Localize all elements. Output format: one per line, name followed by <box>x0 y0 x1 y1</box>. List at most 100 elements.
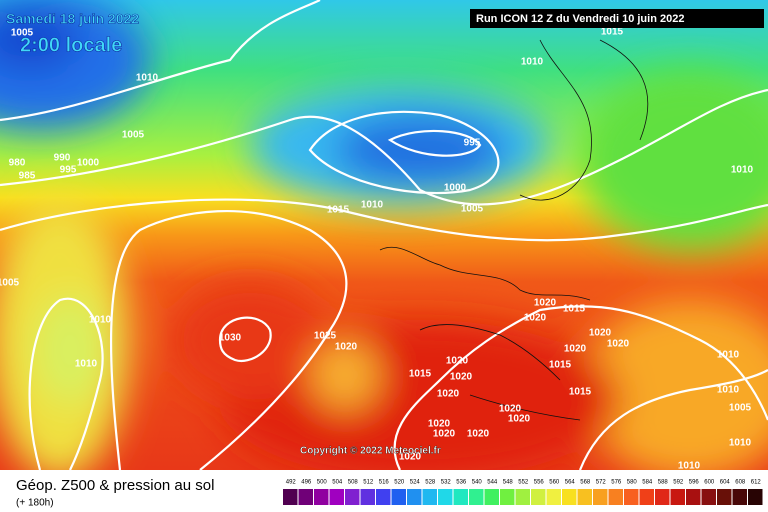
copyright: Copyright © 2022 Meteociel.fr <box>300 446 441 457</box>
isobar-label: 1005 <box>0 278 20 289</box>
scale-label: 508 <box>348 480 359 486</box>
scale-swatch <box>515 489 530 505</box>
scale-label: 600 <box>704 480 715 486</box>
isobar-label: 1020 <box>446 356 469 367</box>
scale-swatch <box>577 489 592 505</box>
scale-label: 512 <box>363 480 374 486</box>
isobar-label: 1010 <box>75 359 98 370</box>
isobar-label: 1025 <box>314 331 337 342</box>
scale-swatch <box>391 489 406 505</box>
scale-swatch <box>748 489 763 505</box>
isobar-label: 985 <box>19 171 36 182</box>
scale-label: 572 <box>596 480 607 486</box>
scale-label: 496 <box>301 480 312 486</box>
scale-label: 552 <box>518 480 529 486</box>
scale-label: 568 <box>580 480 591 486</box>
isobar-label: 1010 <box>729 438 752 449</box>
scale-swatch <box>469 489 484 505</box>
isobar-label: 1010 <box>89 315 112 326</box>
isobar-label: 980 <box>9 158 26 169</box>
scale-label: 576 <box>611 480 622 486</box>
isobar-label: 1020 <box>335 342 358 353</box>
scale-swatch <box>376 489 391 505</box>
scale-swatch <box>608 489 623 505</box>
scale-swatch <box>500 489 515 505</box>
scale-label: 608 <box>735 480 746 486</box>
scale-swatch <box>531 489 546 505</box>
scale-swatch <box>329 489 344 505</box>
isobar-label: 1020 <box>589 328 612 339</box>
color-scale: 492 496 500 504 508 512 516 520 524 528 532 536 540 5… <box>283 480 763 505</box>
run-box <box>470 9 764 28</box>
isobar-label: 995 <box>60 165 77 176</box>
scale-swatch <box>484 489 499 505</box>
scale-swatch <box>717 489 732 505</box>
isobar-label: 1020 <box>524 313 547 324</box>
scale-label: 540 <box>472 480 483 486</box>
isobar-label: 1030 <box>219 333 242 344</box>
scale-swatch <box>624 489 639 505</box>
scale-swatch <box>639 489 654 505</box>
scale-label: 612 <box>751 480 762 486</box>
isobar-label: 1010 <box>717 350 740 361</box>
scale-swatch <box>732 489 747 505</box>
isobar-label: 1020 <box>564 344 587 355</box>
isobar-label: 1005 <box>122 130 145 141</box>
isobar-label: 1015 <box>409 369 432 380</box>
scale-label: 564 <box>565 480 576 486</box>
isobar-label: 1015 <box>569 387 592 398</box>
isobar-label: 1010 <box>361 200 384 211</box>
footer-subtitle: (+ 180h) <box>16 498 54 509</box>
scale-swatch <box>593 489 608 505</box>
scale-label: 492 <box>286 480 297 486</box>
scale-swatch <box>407 489 422 505</box>
scale-label: 548 <box>503 480 514 486</box>
scale-label: 604 <box>720 480 731 486</box>
scale-swatch <box>655 489 670 505</box>
isobar-label: 1015 <box>327 205 350 216</box>
scale-swatch <box>314 489 329 505</box>
isobar-label: 990 <box>54 153 71 164</box>
scale-swatch <box>298 489 313 505</box>
isobar-label: 1020 <box>450 372 473 383</box>
scale-swatch <box>670 489 685 505</box>
isobar-label: 1020 <box>428 419 451 430</box>
isobar-label: 1020 <box>607 339 630 350</box>
isobar-label: 1010 <box>717 385 740 396</box>
scale-label: 592 <box>673 480 684 486</box>
isobar-label: 1020 <box>433 429 456 440</box>
isobar-label: 1020 <box>534 298 557 309</box>
scale-label: 560 <box>549 480 560 486</box>
isobar-label: 1015 <box>563 304 586 315</box>
forecast-date: Samedi 18 juin 2022 <box>6 11 139 27</box>
isobar-label: 995 <box>464 138 481 149</box>
isobar-label: 1010 <box>521 57 544 68</box>
scale-label: 584 <box>642 480 653 486</box>
isobar-label: 1020 <box>467 429 490 440</box>
forecast-time: 2:00 locale <box>20 34 122 56</box>
scale-label: 504 <box>332 480 343 486</box>
scale-label: 516 <box>379 480 390 486</box>
isobar-label: 1010 <box>731 165 754 176</box>
isobar-label: 1015 <box>601 27 624 38</box>
isobar-label: 1010 <box>678 461 701 472</box>
scale-label: 536 <box>456 480 467 486</box>
scale-swatch <box>562 489 577 505</box>
scale-swatch <box>453 489 468 505</box>
isobar-label: 1020 <box>399 452 422 463</box>
isobar-label: 1010 <box>136 73 159 84</box>
isobar-label: 1020 <box>437 389 460 400</box>
scale-swatch <box>422 489 437 505</box>
scale-label: 544 <box>487 480 498 486</box>
isobar-label: 1000 <box>444 183 467 194</box>
scale-swatch <box>438 489 453 505</box>
scale-swatch <box>701 489 716 505</box>
scale-label: 596 <box>689 480 700 486</box>
scale-swatch <box>360 489 375 505</box>
footer-title: Géop. Z500 & pression au sol <box>16 477 214 494</box>
scale-swatch <box>345 489 360 505</box>
isobar-label: 1015 <box>549 360 572 371</box>
isobar-label: 1005 <box>11 28 34 39</box>
